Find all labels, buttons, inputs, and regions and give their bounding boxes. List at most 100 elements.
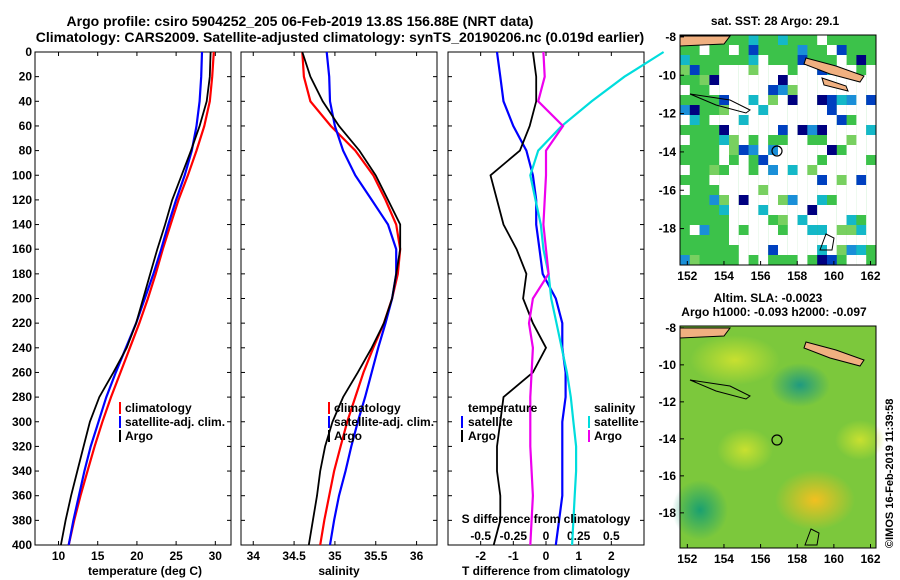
sst-cell bbox=[778, 65, 788, 75]
sst-cell bbox=[768, 135, 778, 145]
sst-cell bbox=[827, 155, 837, 165]
map-y-tick-label: -16 bbox=[659, 469, 677, 483]
sst-cell bbox=[787, 175, 798, 185]
sst-cell bbox=[797, 185, 808, 195]
sst-cell bbox=[729, 85, 739, 95]
sst-cell bbox=[797, 125, 808, 135]
sst-cell bbox=[797, 245, 808, 255]
sst-cell bbox=[787, 165, 798, 175]
legend-label-satellite: satellite-adj. clim. bbox=[334, 415, 434, 429]
sst-cell bbox=[729, 75, 739, 85]
sst-cell bbox=[719, 175, 729, 185]
sst-cell bbox=[856, 85, 867, 95]
sst-cell bbox=[738, 115, 749, 125]
sst-reef-outline bbox=[689, 93, 751, 114]
sst-cell bbox=[827, 115, 837, 125]
s-tick-label: 0.5 bbox=[603, 529, 620, 543]
sst-cell bbox=[856, 55, 867, 65]
sst-cell bbox=[709, 195, 720, 205]
sst-cell bbox=[778, 165, 788, 175]
s-tick-label: 0.25 bbox=[567, 529, 591, 543]
sst-cell bbox=[699, 165, 710, 175]
sst-cell bbox=[836, 95, 847, 105]
sst-cell bbox=[797, 45, 808, 55]
sst-cell bbox=[797, 105, 808, 115]
s-tick-label: -0.25 bbox=[500, 529, 528, 543]
sst-cell bbox=[787, 95, 798, 105]
legend-label-climatology: climatology bbox=[334, 401, 401, 415]
sst-cell bbox=[748, 215, 759, 225]
sst-cell bbox=[689, 105, 700, 115]
sst-cell bbox=[787, 225, 798, 235]
sst-cell bbox=[797, 115, 808, 125]
sst-cell bbox=[778, 205, 788, 215]
sla-reef-outline bbox=[689, 379, 751, 400]
sst-cell bbox=[807, 235, 818, 245]
sla-map-title: Altim. SLA: -0.0023 bbox=[714, 291, 823, 305]
sst-cell bbox=[836, 75, 847, 85]
sst-cell bbox=[846, 125, 857, 135]
sst-cell bbox=[748, 55, 759, 65]
sst-cell bbox=[699, 45, 710, 55]
sst-cell bbox=[836, 55, 847, 65]
sst-cell bbox=[680, 105, 690, 115]
sst-cell bbox=[866, 195, 876, 205]
sst-cell bbox=[846, 195, 857, 205]
sst-cell bbox=[729, 65, 739, 75]
sst-cell bbox=[817, 165, 827, 175]
sla-island-solomons-1 bbox=[803, 341, 865, 367]
sst-cell bbox=[768, 225, 778, 235]
sst-cell bbox=[719, 95, 729, 105]
sst-cell bbox=[758, 235, 769, 245]
difference-lines bbox=[489, 51, 665, 546]
sst-cell bbox=[817, 235, 827, 245]
sst-cell bbox=[719, 65, 729, 75]
sst-cell bbox=[836, 105, 847, 115]
sst-cell bbox=[758, 175, 769, 185]
sst-cell bbox=[856, 195, 867, 205]
sst-cell bbox=[778, 95, 788, 105]
sst-cell bbox=[856, 65, 867, 75]
sst-cell bbox=[807, 105, 818, 115]
sst-map-title: sat. SST: 28 Argo: 29.1 bbox=[711, 14, 840, 28]
temperature-legend: climatology satellite-adj. clim. Argo bbox=[119, 401, 225, 443]
sst-cell bbox=[758, 95, 769, 105]
sst-cell bbox=[738, 105, 749, 115]
sst-cell bbox=[846, 215, 857, 225]
temperature-panel: 0 20 40 60 80 100 120 140 160 180 200 220 240 260 280 3… bbox=[12, 45, 232, 578]
sst-cell bbox=[846, 175, 857, 185]
sst-cell bbox=[738, 75, 749, 85]
sst-cell bbox=[719, 205, 729, 215]
sst-map-ticks: 152 154 156 158 160 162 -8 -10 -12 -14 -16 -18 bbox=[659, 30, 881, 283]
sst-cell bbox=[719, 195, 729, 205]
sla-anomaly-east bbox=[835, 420, 885, 460]
sst-cell bbox=[856, 95, 867, 105]
sst-cell bbox=[817, 185, 827, 195]
sla-map-frame bbox=[679, 325, 877, 549]
sst-cell bbox=[768, 245, 778, 255]
sst-cell bbox=[768, 125, 778, 135]
sst-cell bbox=[866, 205, 876, 215]
sla-reef-outline-2 bbox=[804, 528, 820, 546]
sst-cell bbox=[817, 215, 827, 225]
map-y-tick-label: -10 bbox=[659, 358, 677, 372]
sst-cell bbox=[689, 65, 700, 75]
sst-cell bbox=[729, 235, 739, 245]
sst-cell bbox=[719, 155, 729, 165]
sst-cell bbox=[817, 105, 827, 115]
depth-tick-label: 120 bbox=[12, 193, 32, 207]
sst-cell bbox=[836, 115, 847, 125]
temperature-axis-ticks: 10 15 20 25 30 bbox=[52, 52, 222, 563]
sst-cell bbox=[729, 245, 739, 255]
sst-cell bbox=[856, 205, 867, 215]
map-x-tick-label: 160 bbox=[824, 269, 844, 283]
sst-cell bbox=[738, 125, 749, 135]
sst-cell bbox=[817, 35, 827, 45]
sst-cell bbox=[866, 125, 876, 135]
sst-cell bbox=[807, 245, 818, 255]
sst-cell bbox=[729, 45, 739, 55]
sst-cell bbox=[836, 195, 847, 205]
sst-cell bbox=[827, 165, 837, 175]
sst-cell bbox=[758, 245, 769, 255]
